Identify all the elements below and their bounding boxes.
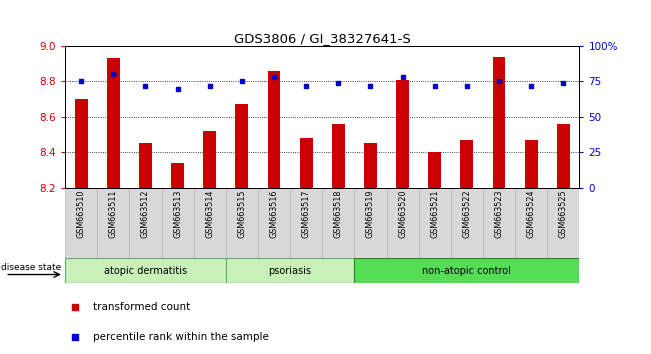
Text: GSM663522: GSM663522 (462, 190, 471, 238)
Text: GSM663510: GSM663510 (77, 190, 86, 238)
Bar (419, 188, 450, 258)
Text: GSM663525: GSM663525 (559, 190, 568, 238)
Bar (322, 188, 354, 258)
Bar (258, 188, 290, 258)
Bar (332, 124, 345, 188)
Text: GSM663514: GSM663514 (205, 190, 214, 238)
Bar (547, 188, 579, 258)
Text: GSM663512: GSM663512 (141, 190, 150, 238)
Bar (75, 99, 88, 188)
Bar (226, 188, 258, 258)
Text: disease state: disease state (1, 263, 62, 272)
Bar (354, 188, 387, 258)
Bar (226, 258, 354, 283)
Text: atopic dermatitis: atopic dermatitis (104, 266, 187, 276)
Bar (97, 188, 130, 258)
Text: GSM663520: GSM663520 (398, 190, 407, 238)
Bar (236, 104, 248, 188)
Bar (557, 124, 570, 188)
Text: GSM663513: GSM663513 (173, 190, 182, 238)
Bar (299, 138, 312, 188)
Bar (515, 188, 547, 258)
Bar (290, 188, 322, 258)
Bar (493, 57, 505, 188)
Bar (364, 143, 377, 188)
Text: non-atopic control: non-atopic control (422, 266, 511, 276)
Bar (65, 258, 226, 283)
Bar (483, 188, 515, 258)
Bar (525, 140, 538, 188)
Text: GSM663524: GSM663524 (527, 190, 536, 238)
Bar (450, 188, 483, 258)
Bar (268, 71, 281, 188)
Bar (171, 163, 184, 188)
Bar (428, 152, 441, 188)
Text: GSM663511: GSM663511 (109, 190, 118, 238)
Bar (139, 143, 152, 188)
Text: GSM663519: GSM663519 (366, 190, 375, 238)
Bar (203, 131, 216, 188)
Bar (130, 188, 161, 258)
Text: transformed count: transformed count (93, 302, 191, 312)
Text: GSM663516: GSM663516 (270, 190, 279, 238)
Bar (161, 188, 194, 258)
Title: GDS3806 / GI_38327641-S: GDS3806 / GI_38327641-S (234, 32, 411, 45)
Bar (65, 188, 97, 258)
Text: psoriasis: psoriasis (269, 266, 312, 276)
Text: percentile rank within the sample: percentile rank within the sample (93, 332, 270, 342)
Bar (354, 258, 579, 283)
Bar (396, 80, 409, 188)
Text: GSM663521: GSM663521 (430, 190, 439, 238)
Bar (460, 140, 473, 188)
Text: GSM663518: GSM663518 (334, 190, 343, 238)
Bar (387, 188, 419, 258)
Bar (107, 58, 120, 188)
Text: GSM663517: GSM663517 (301, 190, 311, 238)
Bar (194, 188, 226, 258)
Text: GSM663515: GSM663515 (238, 190, 246, 238)
Text: GSM663523: GSM663523 (495, 190, 503, 238)
